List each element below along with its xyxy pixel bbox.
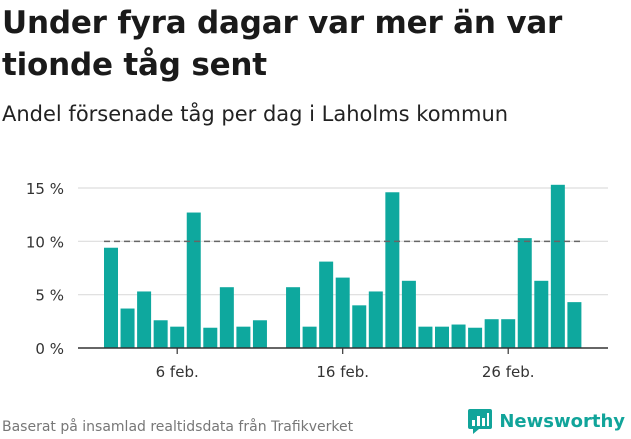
x-tick-label: 16 feb. xyxy=(316,363,369,381)
bar xyxy=(451,324,466,348)
x-tick-label: 6 feb. xyxy=(156,363,199,381)
bar xyxy=(219,287,234,348)
bar xyxy=(385,192,400,348)
bar xyxy=(335,277,350,348)
chart-subtitle: Andel försenade tåg per dag i Laholms ko… xyxy=(2,102,509,126)
bar xyxy=(252,320,267,348)
bar xyxy=(401,280,416,348)
bar xyxy=(368,291,383,348)
bar xyxy=(352,305,367,348)
bar xyxy=(236,326,251,348)
bar xyxy=(319,261,334,348)
x-tick-labels: 6 feb. 16 feb. 26 feb. xyxy=(156,348,535,381)
y-tick-label: 10 % xyxy=(26,233,64,251)
newsworthy-logo-icon xyxy=(468,409,493,434)
bar xyxy=(567,302,582,348)
x-tick-label: 26 feb. xyxy=(482,363,535,381)
bar xyxy=(286,287,301,348)
source-note: Baserat på insamlad realtidsdata från Tr… xyxy=(2,419,354,435)
bars xyxy=(104,184,582,348)
bar xyxy=(153,320,168,348)
y-tick-label: 15 % xyxy=(26,180,64,198)
bar xyxy=(203,327,218,348)
bar xyxy=(302,326,317,348)
y-tick-label: 5 % xyxy=(35,287,64,305)
bar xyxy=(170,326,185,348)
bar xyxy=(435,326,449,348)
bar xyxy=(120,308,135,348)
bar xyxy=(517,238,532,348)
bar xyxy=(137,291,152,348)
bar xyxy=(484,319,499,348)
brand-logo: Newsworthy xyxy=(467,408,625,434)
bar xyxy=(418,326,433,348)
bar xyxy=(550,184,565,348)
y-tick-labels: 0 % 5 % 10 % 15 % xyxy=(26,180,64,358)
bar xyxy=(104,247,118,348)
bar xyxy=(186,212,201,348)
chart-title: Under fyra dagar var mer än var tionde t… xyxy=(2,5,563,83)
bar xyxy=(501,319,516,348)
bar xyxy=(534,280,549,348)
bar xyxy=(468,327,483,348)
brand-name: Newsworthy xyxy=(499,410,625,432)
y-tick-label: 0 % xyxy=(35,340,64,358)
